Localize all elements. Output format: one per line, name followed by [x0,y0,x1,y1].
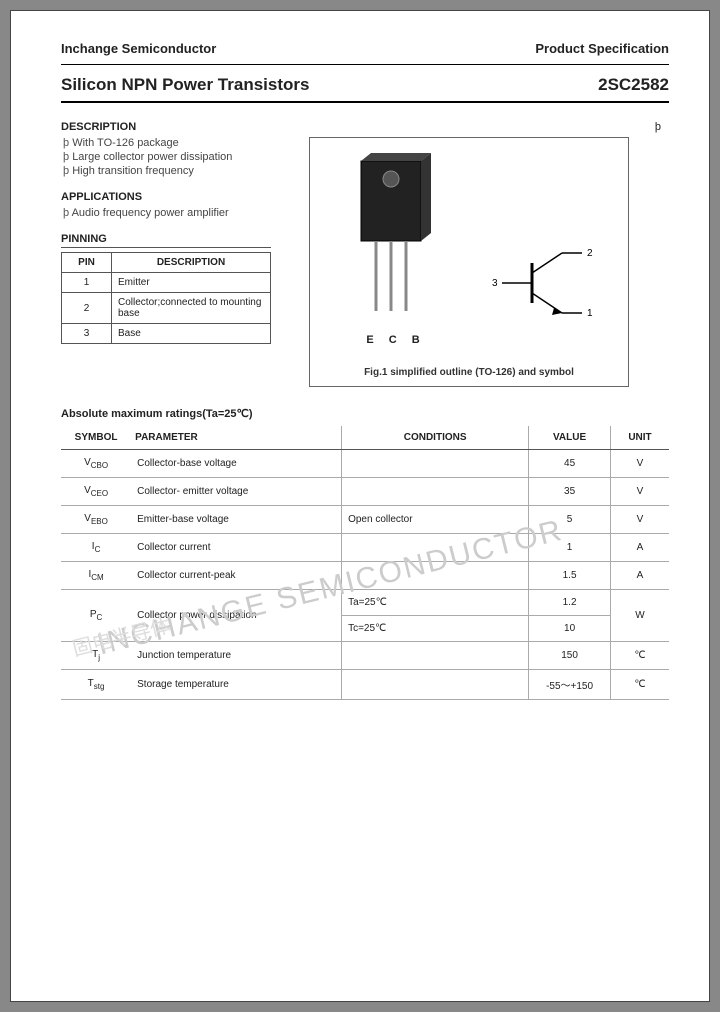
company-name: Inchange Semiconductor [61,41,216,56]
npn-symbol-icon: 2 1 3 [482,223,602,343]
title-bar: Silicon NPN Power Transistors 2SC2582 [61,75,669,95]
table-header-row: PIN DESCRIPTION [62,253,271,273]
upper-columns: DESCRIPTION With TO-126 package Large co… [61,121,669,387]
table-row: ICM Collector current-peak 1.5 A [61,562,669,590]
desc-item: High transition frequency [61,165,291,177]
pinning-heading: PINNING [61,233,271,248]
table-row: VCBO Collector-base voltage 45 V [61,450,669,478]
col-pin: PIN [62,253,112,273]
product-title: Silicon NPN Power Transistors [61,75,309,95]
package-outline: E C B [336,151,456,346]
table-row: 1Emitter [62,273,271,293]
table-row: 2Collector;connected to mounting base [62,293,271,324]
to126-icon [336,151,446,331]
desc-item: With TO-126 package [61,137,291,149]
table-row: VCEO Collector- emitter voltage 35 V [61,478,669,506]
applications-heading: APPLICATIONS [61,191,291,203]
table-row: Tstg Storage temperature -55～+150 ℃ [61,670,669,700]
description-heading: DESCRIPTION [61,121,291,133]
desc-item: Large collector power dissipation [61,151,291,163]
table-row: IC Collector current 1 A [61,534,669,562]
header-bar: Inchange Semiconductor Product Specifica… [61,41,669,56]
transistor-symbol: 2 1 3 [482,223,602,346]
table-row: VEBO Emitter-base voltage Open collector… [61,506,669,534]
app-item: Audio frequency power amplifier [61,207,291,219]
doc-type: Product Specification [535,41,669,56]
divider-bold [61,101,669,103]
pinning-table: PIN DESCRIPTION 1Emitter 2Collector;conn… [61,252,271,344]
figure-caption: Fig.1 simplified outline (TO-126) and sy… [310,367,628,378]
figure-content: E C B 2 1 3 [318,146,620,346]
table-row: Tj Junction temperature 150 ℃ [61,642,669,670]
table-row: 3Base [62,324,271,344]
col-desc: DESCRIPTION [112,253,271,273]
right-column: þ E C B [309,121,669,387]
pin-labels-ecb: E C B [336,334,456,346]
ratings-heading: Absolute maximum ratings(Ta=25℃) [61,407,669,420]
pin2-label: 2 [587,248,593,259]
pin1-label: 1 [587,308,593,319]
figure-box: E C B 2 1 3 [309,137,629,387]
divider [61,64,669,65]
table-header-row: SYMBOL PARAMETER CONDITIONS VALUE UNIT [61,426,669,450]
mark: þ [309,121,669,133]
datasheet-page: Inchange Semiconductor Product Specifica… [10,10,710,1002]
table-row: PC Collector power dissipation Ta=25℃ 1.… [61,590,669,616]
ratings-table: SYMBOL PARAMETER CONDITIONS VALUE UNIT V… [61,426,669,700]
part-number: 2SC2582 [598,75,669,95]
pin3-label: 3 [492,278,498,289]
left-column: DESCRIPTION With TO-126 package Large co… [61,121,291,344]
